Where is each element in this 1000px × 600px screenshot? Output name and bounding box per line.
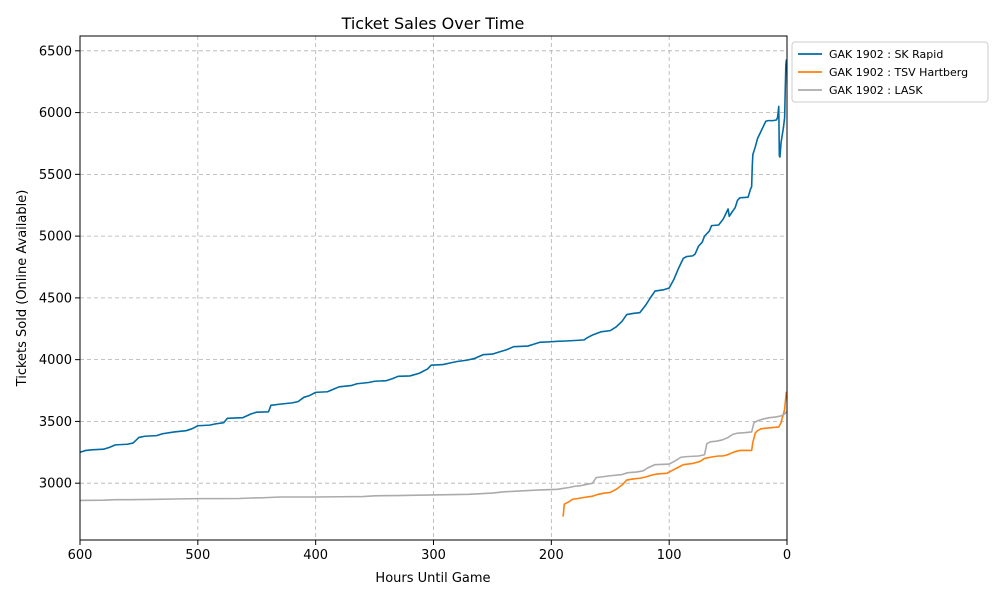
- y-tick-label: 4000: [39, 353, 72, 368]
- x-tick-label: 200: [539, 548, 564, 563]
- y-tick-label: 3000: [39, 477, 72, 492]
- x-tick-label: 0: [783, 548, 791, 563]
- series-line-2: [562, 391, 788, 517]
- x-tick-label: 500: [185, 548, 210, 563]
- y-tick-label: 4500: [39, 291, 72, 306]
- series-line-3: [79, 411, 788, 502]
- legend-label-2: GAK 1902 : TSV Hartberg: [829, 66, 968, 79]
- series-line-1: [79, 59, 788, 454]
- series-layer: [79, 59, 788, 517]
- x-tick-label: 300: [421, 548, 446, 563]
- x-tick-label: 400: [303, 548, 328, 563]
- legend-label-1: GAK 1902 : SK Rapid: [829, 48, 943, 61]
- x-tick-label: 600: [68, 548, 93, 563]
- y-tick-label: 3500: [39, 415, 72, 430]
- y-tick-label: 5500: [39, 168, 72, 183]
- grid-lines: [79, 36, 788, 540]
- y-tick-label: 5000: [39, 230, 72, 245]
- chart-title: Ticket Sales Over Time: [341, 14, 525, 33]
- legend-label-3: GAK 1902 : LASK: [829, 84, 923, 97]
- legend-box: [791, 41, 989, 103]
- y-axis-label: Tickets Sold (Online Available): [15, 190, 30, 388]
- axis-ticks: 600 500 400 300 200 100 0 3000 3500 4000 4500 5000 5…: [39, 44, 791, 563]
- legend: GAK 1902 : SK Rapid GAK 1902 : TSV Hartbe…: [791, 41, 989, 103]
- x-tick-label: 100: [657, 548, 682, 563]
- y-tick-label: 6000: [39, 106, 72, 121]
- y-tick-label: 6500: [39, 44, 72, 59]
- x-axis-label: Hours Until Game: [375, 571, 490, 586]
